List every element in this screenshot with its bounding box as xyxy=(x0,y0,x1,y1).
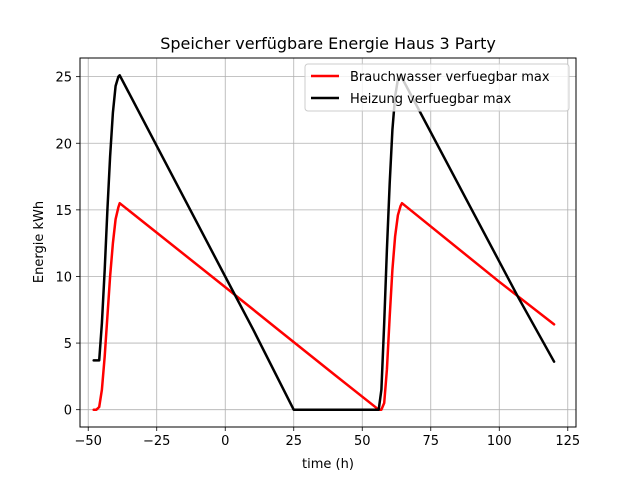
x-axis-ticks: −50 −25 0 25 50 75 100 125 xyxy=(75,427,580,449)
x-tick-label: 125 xyxy=(555,434,580,449)
y-tick-label: 0 xyxy=(64,404,72,419)
legend-label-heizung: Heizung verfuegbar max xyxy=(350,92,511,107)
x-tick-label: 50 xyxy=(354,434,371,449)
legend-box xyxy=(304,63,570,112)
x-tick-label: 25 xyxy=(285,434,302,449)
y-axis-label: Energie kWh xyxy=(32,201,47,283)
x-tick-label: 0 xyxy=(221,434,229,449)
x-tick-label: 100 xyxy=(487,434,512,449)
legend: Brauchwasser verfuegbar max Heizung verf… xyxy=(304,63,570,112)
y-tick-label: 10 xyxy=(55,270,72,285)
x-tick-label: −25 xyxy=(143,434,170,449)
y-tick-label: 15 xyxy=(55,204,72,219)
y-axis-ticks: 0 5 10 15 20 25 xyxy=(55,71,80,419)
series-line-1 xyxy=(92,201,556,411)
x-tick-label: 75 xyxy=(422,434,439,449)
y-tick-label: 25 xyxy=(55,71,72,86)
chart-title: Speicher verfügbare Energie Haus 3 Party xyxy=(160,34,496,53)
x-axis-label: time (h) xyxy=(302,457,354,472)
plot-frame xyxy=(79,57,577,428)
x-tick-label: −50 xyxy=(75,434,102,449)
legend-label-brauchwasser: Brauchwasser verfuegbar max xyxy=(350,70,550,85)
y-tick-label: 20 xyxy=(55,137,72,152)
y-tick-label: 5 xyxy=(64,337,72,352)
